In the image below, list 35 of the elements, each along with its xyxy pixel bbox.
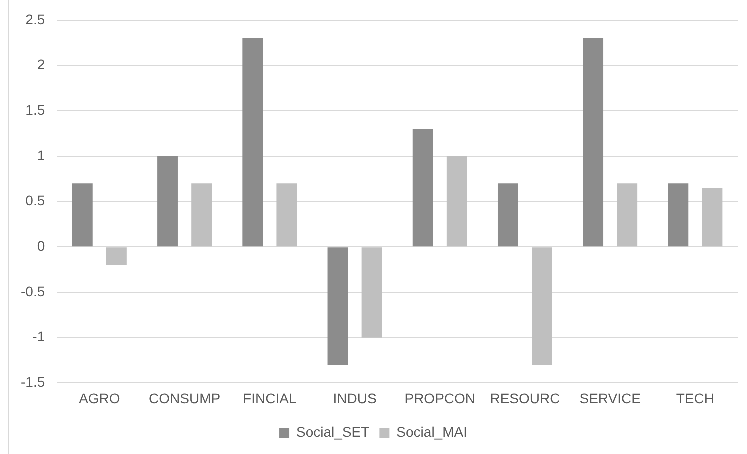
bar <box>668 184 689 247</box>
y-tick-label: -1.5 <box>21 374 46 390</box>
y-tick-label: 1 <box>37 147 46 164</box>
x-tick-label: RESOURC <box>490 390 560 406</box>
y-tick-label: 0 <box>37 238 46 254</box>
y-tick-label: 1.5 <box>26 102 46 118</box>
x-tick-label: INDUS <box>333 390 377 406</box>
bar <box>362 248 382 338</box>
legend-label: Social_SET <box>296 424 370 440</box>
x-tick-label: PROPCON <box>404 390 476 406</box>
bar <box>702 188 723 247</box>
y-tick-label: -1 <box>32 328 46 345</box>
bar <box>276 184 298 247</box>
x-tick-label: CONSUMP <box>149 390 221 406</box>
bar <box>242 38 264 247</box>
legend-label: Social_MAI <box>396 424 468 440</box>
x-tick-label: AGRO <box>79 390 120 406</box>
bar <box>446 156 468 247</box>
bar <box>617 184 638 247</box>
y-tick-label: 2.5 <box>26 11 46 28</box>
y-tick-label: 0.5 <box>26 192 46 209</box>
y-tick-label: -0.5 <box>21 283 46 300</box>
bar <box>498 184 518 247</box>
bar <box>158 156 178 247</box>
x-tick-label: SERVICE <box>580 390 641 406</box>
x-tick-label: TECH <box>676 390 715 406</box>
bar <box>583 38 604 247</box>
y-tick-label: 2 <box>37 56 46 73</box>
bar <box>72 184 93 247</box>
bar <box>532 248 552 366</box>
x-tick-label: FINCIAL <box>243 390 297 406</box>
bar <box>106 248 127 266</box>
bar <box>328 248 348 366</box>
bar <box>192 184 212 247</box>
bar <box>412 129 434 247</box>
